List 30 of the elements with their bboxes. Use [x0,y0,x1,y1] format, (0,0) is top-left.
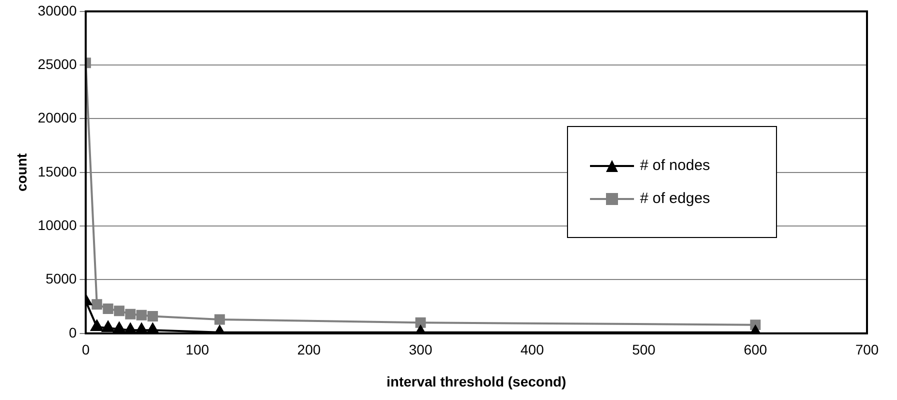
point [415,317,426,328]
y-tick-label: 20000 [38,110,77,126]
x-axis-title: interval threshold (second) [386,373,566,390]
x-tick-label: 500 [632,342,656,358]
x-tick-label: 0 [82,342,90,358]
x-tick-label: 100 [186,342,210,358]
y-tick-label: 15000 [38,163,77,180]
x-tick-label: 200 [297,342,321,358]
y-tick-label: 0 [68,324,77,340]
y-tick-label: 25000 [38,56,77,72]
y-tick-label: 30000 [38,2,77,18]
point [90,320,104,331]
point [113,322,126,334]
y-tick-label: 5000 [46,270,77,287]
x-tick-label: 300 [408,342,432,358]
legend-label: # of edges [640,190,710,208]
point [136,310,147,320]
y-tick-label: 10000 [38,216,77,233]
point [125,308,136,320]
point [214,314,225,325]
x-tick-label: 400 [520,342,544,358]
point [102,321,114,332]
x-tick-label: 700 [855,342,879,358]
point [102,303,114,314]
x-tick-label: 600 [744,342,768,358]
legend-label: # of nodes [640,157,710,174]
y-axis-title: count [13,153,30,192]
point [114,306,124,316]
point [147,310,158,322]
point [92,299,102,310]
